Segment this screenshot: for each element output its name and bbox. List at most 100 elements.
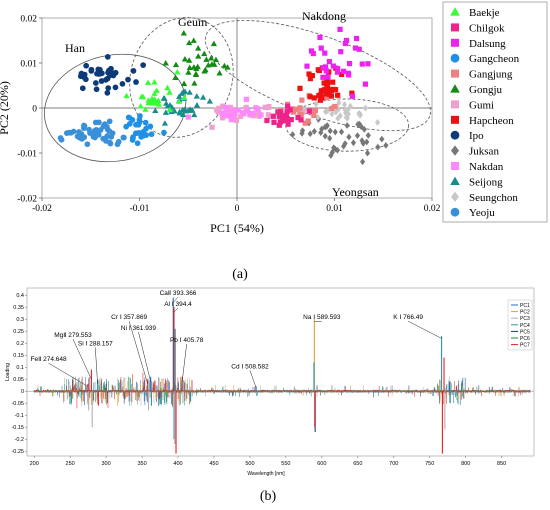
plot-b-frame <box>26 287 535 457</box>
point <box>81 134 88 141</box>
pca-score-plot: -0.02 -0.01 0 0.01 0.02 0.02 0.01 0 -0.01 -0.02 P… <box>0 1 548 282</box>
point <box>362 104 368 112</box>
point <box>112 84 119 91</box>
point <box>287 107 293 113</box>
y-tick-label: -0.01 <box>17 150 37 160</box>
legend-label: PC4 <box>520 323 530 329</box>
legend-label: Seungchon <box>469 192 518 204</box>
point <box>305 118 311 124</box>
point <box>161 129 167 136</box>
point <box>304 63 310 69</box>
point <box>133 130 140 137</box>
y-tick-label: -0.02 <box>17 195 37 205</box>
point <box>379 135 385 143</box>
point <box>58 136 65 143</box>
y-tick-label: -0.05 <box>11 401 24 407</box>
point <box>306 71 312 77</box>
annotation-cr-357-869: Cr Ⅰ 357.869 <box>111 314 148 385</box>
point <box>92 134 98 141</box>
point <box>224 64 231 70</box>
point <box>104 75 111 82</box>
point <box>355 120 361 128</box>
point <box>323 68 329 74</box>
x-tick-label: 750 <box>425 461 434 467</box>
legend-item-pc7: PC7 <box>511 343 530 349</box>
point <box>276 122 282 128</box>
legend-marker <box>450 7 460 16</box>
annotation-label: Al Ⅰ 394.4 <box>164 301 192 308</box>
point <box>313 100 319 108</box>
point <box>332 145 338 153</box>
point <box>163 100 170 106</box>
legend-item-hapcheon: Hapcheon <box>451 115 514 127</box>
legend-item-pc1: PC1 <box>511 303 530 309</box>
point <box>180 111 187 117</box>
point <box>319 95 325 101</box>
x-tick-label: 700 <box>389 461 398 467</box>
point <box>209 124 215 130</box>
point <box>104 90 111 96</box>
legend-marker <box>451 38 459 47</box>
legend-marker <box>451 115 459 124</box>
point <box>322 64 329 70</box>
legend-item-pc2: PC2 <box>511 310 530 316</box>
point <box>162 109 169 115</box>
point <box>358 123 364 131</box>
point <box>185 69 192 75</box>
point <box>151 99 158 105</box>
x-axis-label: PC1 (54%) <box>210 221 264 235</box>
point <box>350 139 357 147</box>
point <box>334 69 341 75</box>
annotation-leader <box>181 343 187 382</box>
point <box>144 79 152 86</box>
y-tick-label: 0 <box>32 105 37 115</box>
point <box>193 101 201 108</box>
point <box>299 97 305 103</box>
point <box>357 111 363 119</box>
point <box>219 115 226 121</box>
x-tick-label: 0.02 <box>424 204 441 214</box>
point <box>139 132 146 139</box>
legend-item-pc5: PC5 <box>511 329 530 335</box>
point <box>312 107 319 114</box>
point <box>181 106 188 112</box>
x-tick-label: 350 <box>137 461 146 467</box>
y-tick-label: 0.35 <box>13 305 24 311</box>
point <box>323 95 330 101</box>
point <box>221 112 227 118</box>
point <box>252 112 259 118</box>
point <box>332 128 338 136</box>
legend-label: Baekje <box>469 7 500 19</box>
point <box>153 87 160 93</box>
group-label-yeongsan: Yeongsan <box>332 185 379 199</box>
point <box>343 37 350 44</box>
legend-label: Nakdan <box>469 161 504 173</box>
y-tick-label: 0.3 <box>16 317 24 323</box>
point <box>200 94 207 100</box>
series-chilgok <box>264 103 312 128</box>
point <box>139 93 147 100</box>
point <box>84 141 91 148</box>
series-nakdan <box>185 96 264 123</box>
axis-ticks: 200 250 300 350 400 450 500 550 600 650 700 750 800 8… <box>11 293 506 467</box>
point <box>130 67 137 74</box>
point <box>318 45 324 51</box>
point <box>329 149 335 156</box>
point <box>323 81 329 87</box>
point <box>270 113 276 119</box>
point <box>228 117 234 123</box>
y-tick-label: 0.02 <box>20 15 37 25</box>
point <box>186 64 193 70</box>
series-seijong <box>152 88 213 126</box>
point <box>145 97 152 103</box>
x-tick-label: 600 <box>317 461 326 467</box>
point <box>215 109 221 115</box>
point <box>307 130 313 138</box>
point <box>194 63 201 70</box>
point <box>343 114 349 121</box>
point <box>349 93 355 99</box>
annotation-leader <box>72 339 92 380</box>
point <box>359 61 365 67</box>
point <box>174 68 181 75</box>
point <box>346 60 353 67</box>
